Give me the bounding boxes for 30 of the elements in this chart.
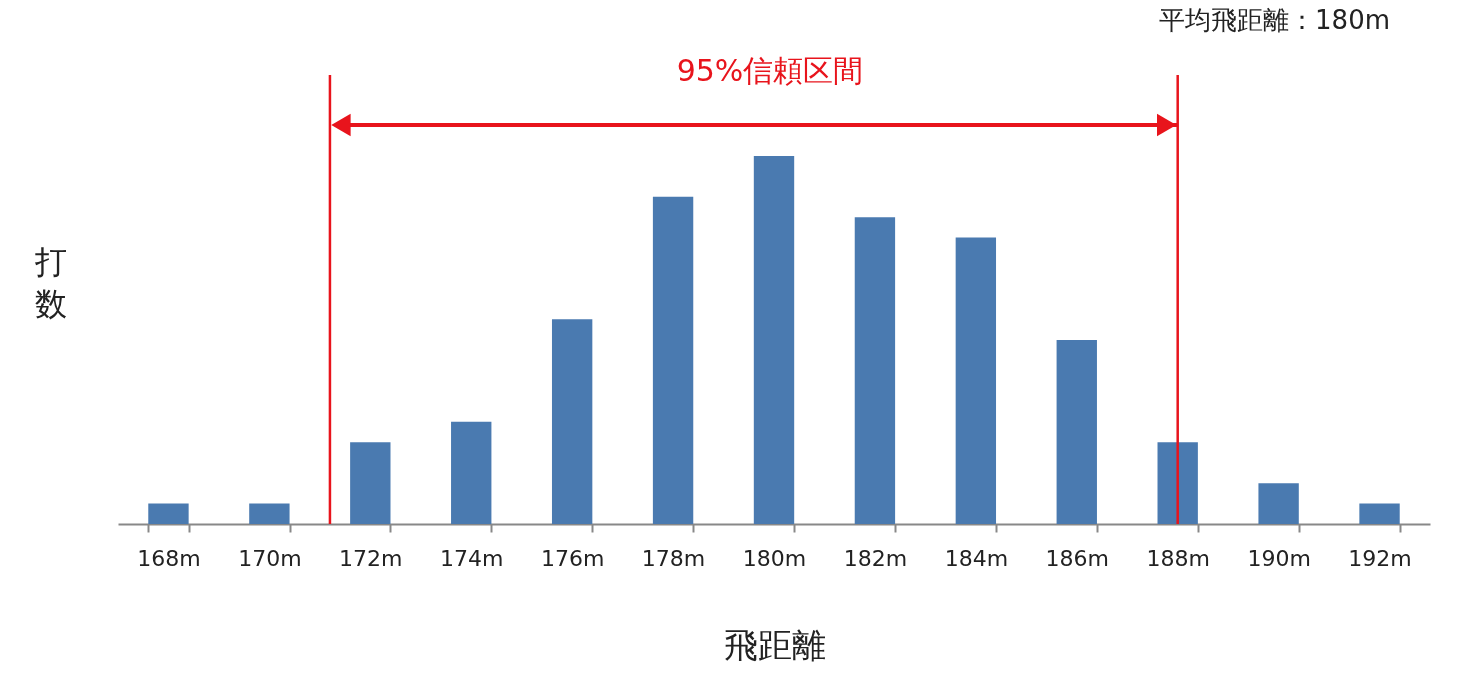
x-tick-label: 190m bbox=[1247, 545, 1311, 571]
bar bbox=[551, 319, 593, 524]
x-tick-label: 192m bbox=[1348, 545, 1412, 571]
x-tick-label: 186m bbox=[1045, 545, 1109, 571]
text: 95%信頼区間 bbox=[676, 53, 864, 88]
bar bbox=[1258, 483, 1299, 524]
bar bbox=[1157, 442, 1198, 524]
bar bbox=[148, 503, 189, 524]
bar bbox=[652, 196, 694, 524]
x-tick-label: 180m bbox=[742, 545, 807, 571]
x-tick-label: 176m bbox=[540, 545, 605, 571]
bar bbox=[753, 155, 795, 524]
x-tick-label: 174m bbox=[440, 545, 504, 571]
x-tick-label: 182m bbox=[843, 545, 908, 571]
bar bbox=[1056, 339, 1097, 524]
bar bbox=[955, 237, 997, 524]
x-tick-label: 188m bbox=[1146, 545, 1210, 571]
y-axis-title: 打数 bbox=[33, 243, 67, 323]
bar bbox=[451, 421, 492, 524]
bar bbox=[1359, 503, 1400, 524]
x-tick-label: 184m bbox=[944, 545, 1009, 571]
bar bbox=[249, 503, 290, 524]
x-tick-label: 178m bbox=[641, 545, 706, 571]
x-tick-label: 172m bbox=[339, 545, 403, 571]
bar bbox=[350, 442, 391, 524]
text: 平均飛距離：180m bbox=[1159, 5, 1390, 35]
x-tick-label: 168m bbox=[137, 545, 201, 571]
bar bbox=[854, 217, 896, 524]
x-axis-title: 飛距離 bbox=[723, 624, 826, 665]
x-tick-label: 170m bbox=[238, 545, 302, 571]
